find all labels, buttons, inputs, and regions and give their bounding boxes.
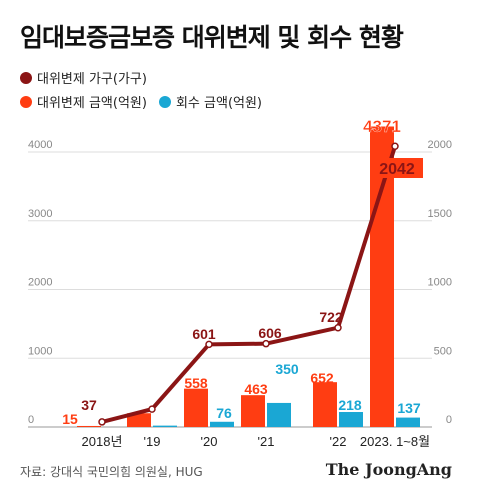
label-amount: 15 (62, 411, 78, 427)
bar-recovered (339, 412, 363, 427)
right-tick-label: 0 (446, 414, 452, 426)
label-amount: 463 (244, 381, 268, 397)
left-tick-label: 3000 (28, 208, 52, 220)
label-households-bg (371, 158, 423, 178)
legend-households-marker (20, 71, 32, 84)
label-amount: 4371 (363, 117, 401, 136)
category-label: 2018년 (82, 434, 123, 449)
right-tick-label: 2000 (428, 139, 452, 151)
point-households (334, 323, 342, 332)
label-amount: 558 (184, 375, 208, 391)
label-households: 601 (192, 326, 216, 342)
point-households (148, 405, 156, 413)
left-tick-label: 2000 (28, 277, 52, 289)
left-tick-label: 1000 (28, 345, 52, 357)
label-recovered: 350 (275, 361, 299, 377)
legend-row-2: 대위변제 금액(억원) 회수 금액(억원) (20, 92, 262, 111)
legend-amount-marker (20, 95, 32, 108)
bar-recovered (210, 421, 234, 427)
left-tick-label: 4000 (28, 139, 52, 151)
label-recovered: 218 (338, 397, 362, 413)
legend-households: 대위변제 가구(가구) (20, 68, 147, 87)
label-households: 2042 (379, 161, 415, 178)
category-label: '22 (330, 434, 347, 449)
point-households (98, 418, 106, 426)
category-label: '20 (201, 434, 218, 449)
left-tick-label: 0 (28, 414, 34, 426)
bar-recovered (267, 402, 291, 427)
category-label: '19 (144, 434, 161, 449)
legend-row-1: 대위변제 가구(가구) (20, 68, 147, 87)
point-households (205, 340, 213, 349)
label-households: 37 (81, 397, 97, 413)
right-tick-label: 1000 (428, 277, 452, 289)
label-recovered: 137 (397, 400, 421, 416)
bar-amount (184, 388, 208, 427)
bar-recovered (153, 425, 177, 427)
right-tick-label: 1500 (428, 208, 452, 220)
legend-recovered-marker (158, 95, 171, 108)
label-households: 606 (258, 325, 282, 341)
brand-logo: The JoongAng (325, 460, 452, 479)
point-households (391, 142, 399, 150)
line-households (101, 145, 397, 424)
label-recovered: 76 (216, 405, 232, 421)
category-label: 2023. 1~8월 (360, 434, 430, 449)
legend-recovered: 회수 금액(억원) (158, 92, 263, 111)
point-households (262, 339, 270, 348)
legend-amount: 대위변제 금액(억원) (20, 92, 147, 111)
legend-households-label: 대위변제 가구(가구) (37, 72, 147, 87)
category-label: '21 (258, 434, 275, 449)
right-tick-label: 500 (434, 345, 452, 357)
source-note: 자료: 강대식 국민의힘 의원실, HUG (20, 465, 203, 479)
legend-amount-label: 대위변제 금액(억원) (37, 96, 147, 111)
bar-amount (127, 413, 151, 427)
label-households: 722 (319, 309, 343, 325)
bar-recovered (396, 417, 420, 427)
legend-recovered-label: 회수 금액(억원) (175, 96, 263, 111)
bar-amount (241, 395, 265, 427)
bar-amount (77, 425, 101, 427)
bar-amount (313, 382, 337, 427)
label-amount: 652 (310, 370, 334, 386)
chart-title: 임대보증금보증 대위변제 및 회수 현황 (20, 23, 404, 52)
